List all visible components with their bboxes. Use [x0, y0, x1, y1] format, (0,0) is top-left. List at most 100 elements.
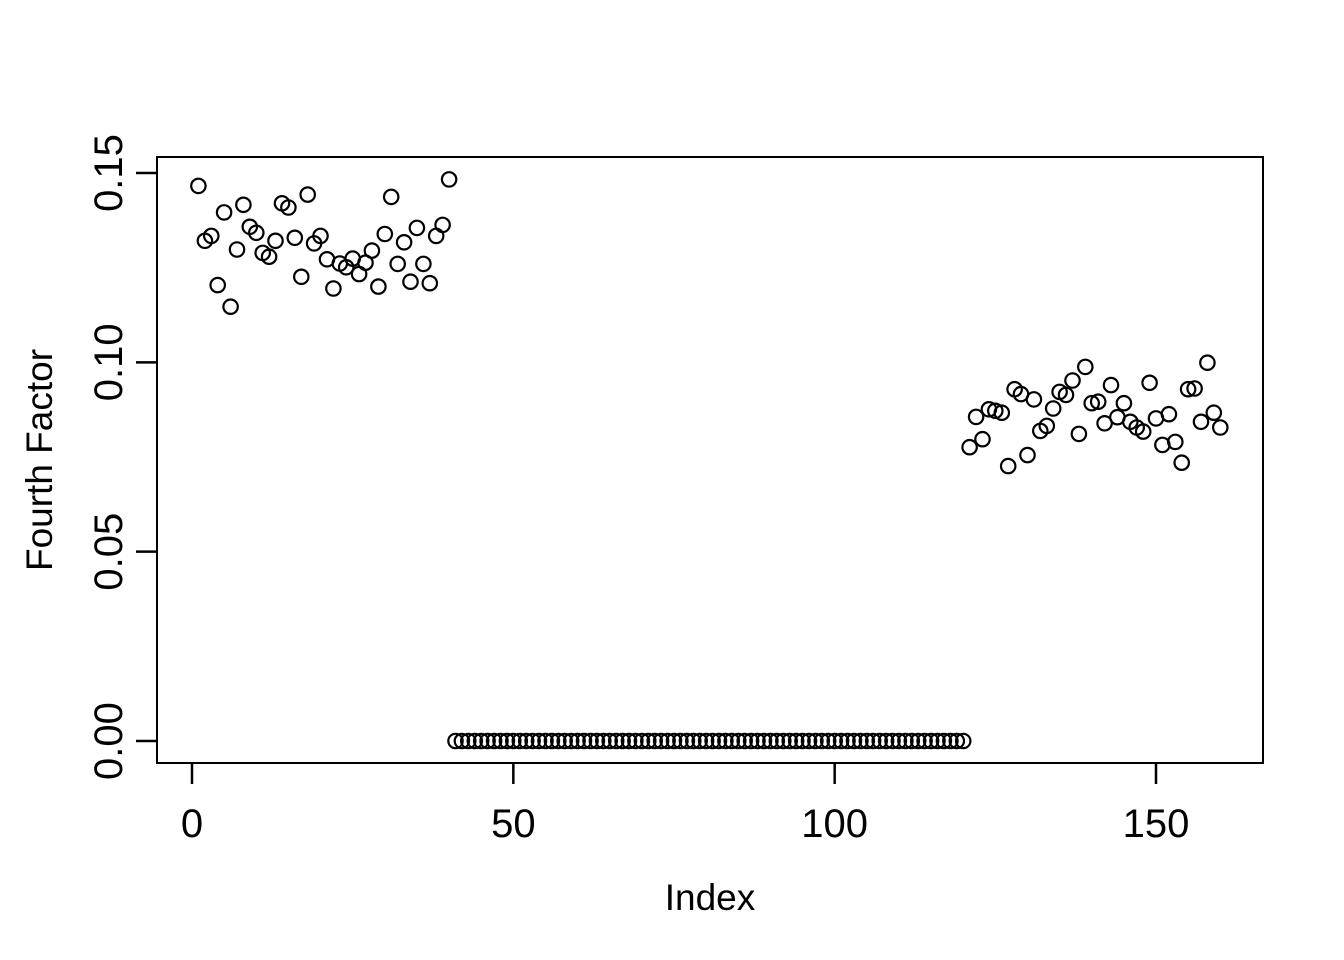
data-point	[543, 732, 561, 750]
data-point	[871, 732, 888, 750]
data-point	[524, 732, 541, 750]
data-point	[260, 248, 278, 266]
data-point	[884, 732, 901, 750]
data-point	[993, 404, 1011, 421]
data-point	[472, 732, 490, 750]
data-point	[807, 732, 824, 750]
data-point	[267, 232, 284, 250]
data-point	[909, 732, 927, 750]
plot-points	[190, 171, 1229, 750]
data-point	[704, 732, 721, 750]
data-point	[858, 732, 876, 750]
data-point	[672, 732, 689, 750]
data-point	[408, 219, 426, 237]
data-point	[1167, 433, 1184, 451]
data-point	[845, 732, 863, 750]
data-point	[974, 430, 991, 448]
data-point	[659, 732, 676, 750]
axis-ticks: 0 50 100 150 0.00 0.05 0.10 0.15	[87, 134, 1189, 846]
data-point	[1205, 404, 1223, 421]
data-point	[999, 457, 1017, 475]
data-point	[742, 732, 760, 750]
x-tick-label: 100	[801, 802, 868, 846]
data-point	[434, 216, 451, 234]
data-point	[415, 255, 432, 273]
data-point	[492, 732, 509, 750]
data-point	[235, 196, 252, 214]
data-point	[280, 199, 297, 216]
data-point	[1134, 423, 1152, 440]
data-point	[569, 732, 586, 750]
data-point	[652, 732, 670, 750]
data-point	[382, 188, 400, 206]
data-point	[299, 186, 316, 203]
data-point	[755, 732, 773, 750]
data-point	[935, 732, 953, 750]
data-point	[819, 732, 837, 750]
data-point	[1038, 417, 1056, 435]
data-point	[459, 732, 477, 750]
data-point	[479, 732, 496, 750]
data-point	[813, 732, 831, 750]
data-point	[620, 732, 638, 750]
y-tick-label: 0.10	[87, 323, 131, 401]
data-point	[1057, 386, 1075, 404]
data-point	[594, 732, 612, 750]
x-tick-label: 50	[491, 802, 536, 846]
y-tick-label: 0.05	[87, 513, 131, 591]
data-point	[530, 732, 548, 750]
data-point	[749, 732, 766, 750]
data-point	[627, 732, 644, 750]
data-point	[877, 732, 895, 750]
data-point	[498, 732, 516, 750]
data-point	[376, 225, 394, 243]
data-point	[447, 732, 464, 750]
data-point	[768, 732, 786, 750]
data-point	[421, 274, 439, 292]
data-point	[517, 732, 535, 750]
data-point	[511, 732, 529, 750]
data-point	[556, 732, 573, 750]
data-point	[678, 732, 696, 750]
data-point	[1192, 413, 1210, 431]
data-point	[781, 732, 798, 750]
data-point	[440, 171, 458, 188]
data-point	[1070, 425, 1088, 443]
data-point	[402, 273, 419, 290]
data-point	[736, 732, 753, 750]
data-point	[646, 732, 663, 750]
data-point	[1141, 374, 1158, 392]
data-point	[1160, 405, 1178, 423]
data-point	[614, 732, 631, 750]
data-point	[723, 732, 741, 750]
data-point	[228, 241, 246, 258]
data-point	[286, 229, 304, 247]
data-point	[762, 732, 779, 750]
data-point	[1019, 446, 1036, 464]
y-tick-label: 0.15	[87, 134, 131, 212]
data-point	[1025, 391, 1043, 408]
data-point	[832, 732, 850, 750]
data-point	[942, 732, 959, 750]
data-point	[247, 224, 265, 242]
data-point	[292, 268, 310, 286]
data-point	[954, 732, 972, 750]
data-point	[1199, 354, 1216, 371]
data-point	[774, 732, 792, 750]
y-axis-label: Fourth Factor	[19, 349, 60, 571]
data-point	[1044, 400, 1062, 417]
data-point	[929, 732, 946, 750]
data-point	[215, 204, 233, 221]
data-point	[787, 732, 805, 750]
data-point	[1186, 380, 1203, 397]
data-point	[363, 242, 381, 259]
data-point	[800, 732, 818, 750]
data-point	[395, 234, 413, 251]
data-point	[916, 732, 933, 750]
data-point	[961, 438, 978, 456]
data-point	[466, 732, 484, 750]
data-point	[697, 732, 715, 750]
data-point	[389, 255, 406, 273]
x-tick-label: 150	[1123, 802, 1190, 846]
data-point	[839, 732, 856, 750]
